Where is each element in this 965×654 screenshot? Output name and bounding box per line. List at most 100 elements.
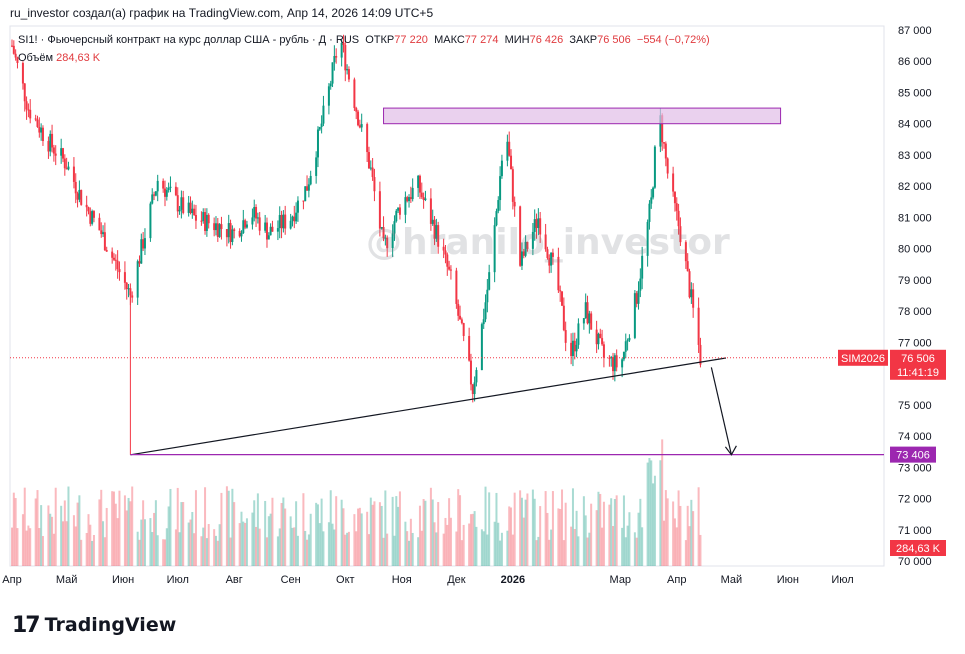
- resistance-zone: [383, 107, 782, 125]
- volume-bar: [393, 535, 396, 566]
- volume-bar: [165, 528, 168, 566]
- volume-bar: [484, 486, 487, 566]
- candle-body: [282, 214, 285, 229]
- volume-bar: [61, 521, 64, 566]
- volume-bar: [422, 499, 425, 566]
- candle-body: [486, 289, 489, 303]
- candle-body: [355, 107, 358, 112]
- candle-body: [650, 197, 653, 204]
- candle-body: [469, 360, 472, 385]
- volume-bar: [513, 492, 516, 566]
- candle-body: [420, 192, 423, 198]
- candles: [11, 34, 702, 455]
- candle-body: [677, 210, 680, 227]
- volume-bar: [138, 539, 141, 566]
- tradingview-logo[interactable]: 17 TradingView: [12, 612, 176, 638]
- volume-bar: [384, 490, 387, 566]
- volume-bar: [264, 500, 267, 566]
- symbol-name[interactable]: SI1! · Фьючерсный контракт на курс долла…: [18, 34, 360, 46]
- candle-body: [386, 237, 389, 249]
- volume-bar: [322, 531, 325, 566]
- volume-bar: [562, 540, 565, 566]
- candle-body: [41, 127, 44, 142]
- candle-body: [154, 191, 157, 196]
- volume-bar: [697, 487, 700, 566]
- time-tick-label: Июн: [112, 574, 134, 586]
- candle-body: [424, 198, 427, 201]
- volume-bar: [291, 527, 294, 566]
- price-tick-label: 87 000: [898, 25, 932, 37]
- candle-body: [296, 200, 299, 213]
- volume-bar: [408, 540, 411, 566]
- volume-bar: [482, 531, 485, 566]
- volume-bar: [626, 525, 629, 566]
- candle-body: [422, 197, 425, 201]
- candle-body: [12, 45, 15, 54]
- volume-bar: [659, 460, 662, 566]
- candle-body: [357, 111, 360, 126]
- volume-bar: [692, 511, 695, 566]
- volume-bar: [526, 493, 529, 566]
- volume-bar: [371, 504, 374, 566]
- volume-bar: [54, 487, 57, 566]
- last-price-tag: [890, 349, 946, 380]
- candle-body: [699, 344, 702, 365]
- volume-bar: [245, 518, 248, 566]
- volume-bar: [449, 517, 452, 566]
- volume-bar: [52, 533, 55, 566]
- volume-bar: [340, 499, 343, 566]
- volume-bar: [127, 497, 130, 566]
- candle-body: [63, 158, 66, 169]
- volume-bar: [331, 523, 334, 566]
- candle-body: [398, 207, 401, 215]
- volume-bar: [378, 502, 381, 566]
- volume-bar: [418, 505, 421, 566]
- volume-bar: [397, 506, 400, 566]
- volume-bar: [544, 491, 547, 566]
- volume-bar: [653, 475, 656, 566]
- candle-body: [65, 168, 68, 170]
- candle-body: [92, 211, 95, 218]
- projection-arrow: [710, 367, 732, 455]
- candle-body: [140, 239, 143, 264]
- candle-body: [251, 217, 254, 225]
- candle-body: [318, 127, 321, 130]
- candle-body: [123, 272, 126, 283]
- candle-body: [468, 335, 471, 361]
- volume-bar: [551, 491, 554, 566]
- volume-bar: [524, 499, 527, 566]
- volume-bar: [564, 502, 567, 566]
- candle-body: [21, 62, 24, 84]
- plot-area[interactable]: [9, 25, 885, 567]
- open-value: 77 220: [394, 34, 428, 46]
- candle-body: [114, 259, 117, 261]
- price-axis[interactable]: 87 000 86 000 85 000 84 000 83 000 82 000 81 0…: [898, 25, 932, 568]
- volume-bar: [105, 507, 108, 566]
- watermark-text: @hranilo_investor: [366, 222, 730, 263]
- candle-body: [289, 220, 292, 229]
- candle-body: [138, 261, 141, 264]
- price-tick-label: 77 000: [898, 337, 932, 349]
- volume-bar: [429, 487, 432, 566]
- candle-body: [245, 224, 248, 228]
- volume-bar: [586, 537, 589, 566]
- volume-bar: [216, 540, 219, 566]
- volume-bar: [154, 500, 157, 566]
- time-tick-label: Июл: [831, 574, 853, 586]
- time-axis[interactable]: Апр Май Июн Июл Авг Сен Окт Ноя Дек 2026 Мар Апр Май…: [2, 574, 853, 586]
- candle-body: [571, 340, 574, 357]
- candle-body: [411, 187, 414, 200]
- volume-bar: [67, 486, 70, 566]
- volume-bar: [622, 495, 625, 566]
- volume-bar: [612, 526, 615, 566]
- candle-body: [278, 215, 281, 229]
- volume-bar: [508, 506, 511, 566]
- candle-body: [418, 175, 421, 193]
- volume-bar: [444, 517, 447, 566]
- candle-body: [437, 225, 440, 247]
- volume-bar: [500, 532, 503, 566]
- candle-body: [508, 141, 511, 156]
- candle-body: [142, 239, 145, 249]
- candle-body: [524, 241, 527, 256]
